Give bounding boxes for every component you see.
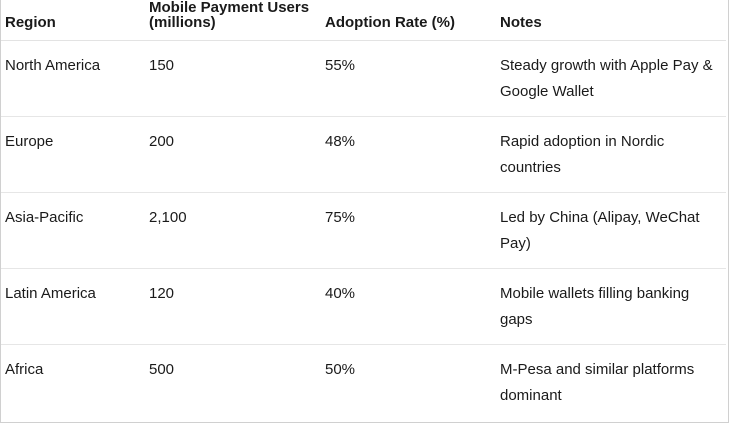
table-row: Asia-Pacific 2,100 75% Led by China (Ali… [1, 192, 726, 269]
cell-adoption-rate: 55% [321, 40, 496, 117]
cell-users: 500 [149, 361, 175, 378]
cell-region: Asia-Pacific [1, 192, 145, 269]
header-region: Region [1, 0, 145, 41]
cell-users: 150 [145, 40, 321, 117]
cell-adoption-rate: 40% [321, 268, 496, 345]
cell-users: 2,100 [145, 192, 321, 269]
cell-region: Africa [5, 361, 44, 378]
cell-adoption-rate: 75% [321, 192, 496, 269]
table-row: Europe 200 48% Rapid adoption in Nordic … [1, 116, 726, 193]
header-notes: Notes [496, 0, 726, 41]
table-header: Region Mobile Payment Users (millions) A… [1, 0, 726, 41]
cell-notes: Led by China (Alipay, WeChat Pay) [496, 192, 726, 269]
cell-adoption-rate: 50% [325, 361, 356, 378]
cell-region: North America [1, 40, 145, 117]
table-row: Africa 500 50% M-Pesa and similar platfo… [1, 345, 726, 421]
cell-region: Europe [1, 116, 145, 193]
cell-users: 200 [145, 116, 321, 193]
table-row: North America 150 55% Steady growth with… [1, 40, 726, 117]
table-body: North America 150 55% Steady growth with… [1, 40, 726, 421]
cell-notes: Steady growth with Apple Pay & Google Wa… [496, 40, 726, 117]
cell-notes: Mobile wallets filling banking gaps [496, 268, 726, 345]
cell-notes: Rapid adoption in Nordic countries [496, 116, 726, 193]
cell-notes: M-Pesa and similar platforms dominant [500, 361, 695, 404]
header-adoption-rate: Adoption Rate (%) [321, 0, 496, 41]
cell-region: Latin America [1, 268, 145, 345]
cell-adoption-rate: 48% [321, 116, 496, 193]
table-row: Latin America 120 40% Mobile wallets fil… [1, 268, 726, 345]
cell-users: 120 [145, 268, 321, 345]
header-users: Mobile Payment Users (millions) [145, 0, 321, 41]
header-row: Region Mobile Payment Users (millions) A… [1, 0, 726, 41]
mobile-payment-table: Region Mobile Payment Users (millions) A… [1, 0, 726, 421]
